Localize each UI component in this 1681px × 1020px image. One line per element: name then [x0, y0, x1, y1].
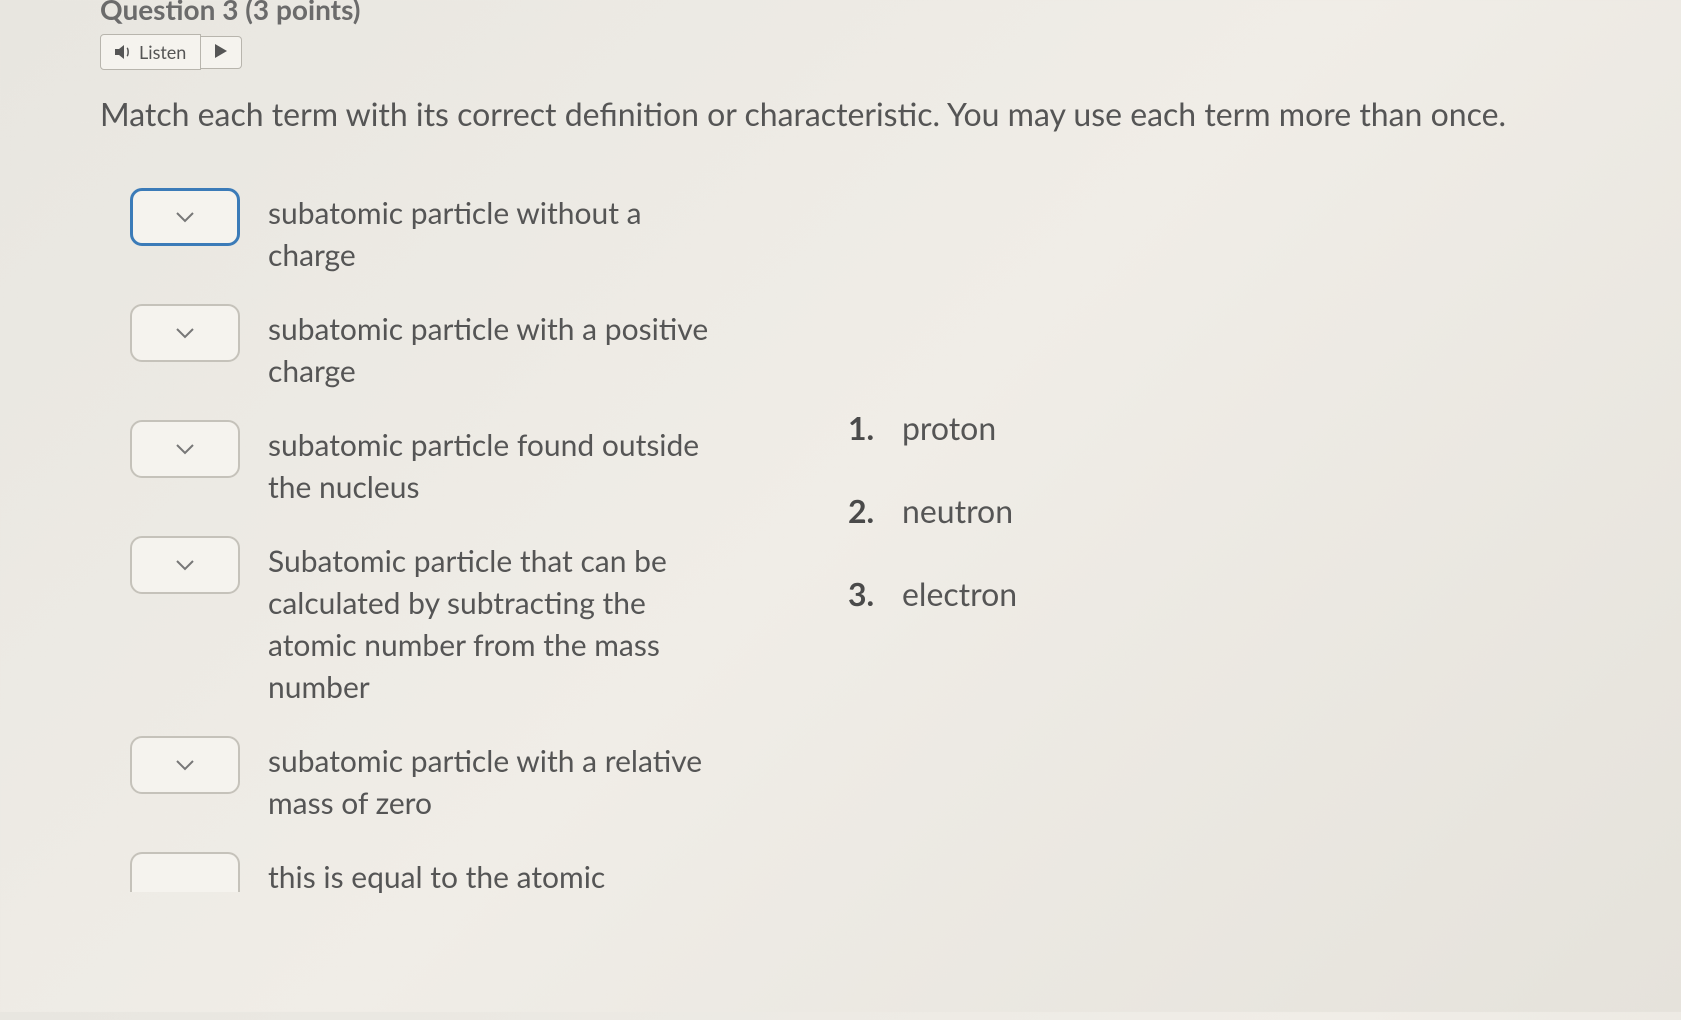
option-number: 2.	[848, 491, 878, 530]
answer-dropdown-4[interactable]	[130, 536, 240, 594]
listen-label: Listen	[139, 41, 186, 63]
match-row: this is equal to the atomic	[130, 852, 728, 898]
chevron-down-icon	[176, 440, 194, 459]
answer-dropdown-1[interactable]	[130, 188, 240, 246]
answer-dropdown-5[interactable]	[130, 736, 240, 794]
definition-text: Subatomic particle that can be calculate…	[268, 536, 728, 708]
chevron-down-icon	[176, 556, 194, 575]
speaker-icon	[115, 44, 133, 60]
listen-button[interactable]: Listen	[100, 34, 201, 70]
definition-text: subatomic particle found outside the nuc…	[268, 420, 728, 508]
play-button[interactable]	[201, 36, 242, 69]
match-area: subatomic particle without a charge suba…	[100, 188, 1641, 898]
match-row: subatomic particle with a positive charg…	[130, 304, 728, 392]
definition-text: subatomic particle with a relative mass …	[268, 736, 728, 824]
listen-controls: Listen	[100, 34, 1641, 70]
option-label: proton	[902, 408, 996, 447]
chevron-down-icon	[176, 324, 194, 343]
chevron-down-icon	[176, 208, 194, 227]
match-row: subatomic particle with a relative mass …	[130, 736, 728, 824]
chevron-down-icon	[176, 756, 194, 775]
option-label: electron	[902, 574, 1017, 613]
play-icon	[215, 43, 227, 62]
match-row: subatomic particle found outside the nuc…	[130, 420, 728, 508]
answer-dropdown-2[interactable]	[130, 304, 240, 362]
instructions-text: Match each term with its correct definit…	[100, 90, 1600, 138]
definition-text: this is equal to the atomic	[268, 852, 605, 898]
match-row: subatomic particle without a charge	[130, 188, 728, 276]
option-item: 2. neutron	[848, 491, 1017, 530]
answer-dropdown-3[interactable]	[130, 420, 240, 478]
question-header: Question 3 (3 points)	[100, 0, 1641, 26]
option-number: 3.	[848, 574, 878, 613]
definitions-column: subatomic particle without a charge suba…	[130, 188, 728, 898]
definition-text: subatomic particle with a positive charg…	[268, 304, 728, 392]
options-column: 1. proton 2. neutron 3. electron	[848, 408, 1017, 657]
option-number: 1.	[848, 408, 878, 447]
option-item: 1. proton	[848, 408, 1017, 447]
definition-text: subatomic particle without a charge	[268, 188, 728, 276]
option-label: neutron	[902, 491, 1013, 530]
match-row: Subatomic particle that can be calculate…	[130, 536, 728, 708]
answer-dropdown-6[interactable]	[130, 852, 240, 892]
option-item: 3. electron	[848, 574, 1017, 613]
